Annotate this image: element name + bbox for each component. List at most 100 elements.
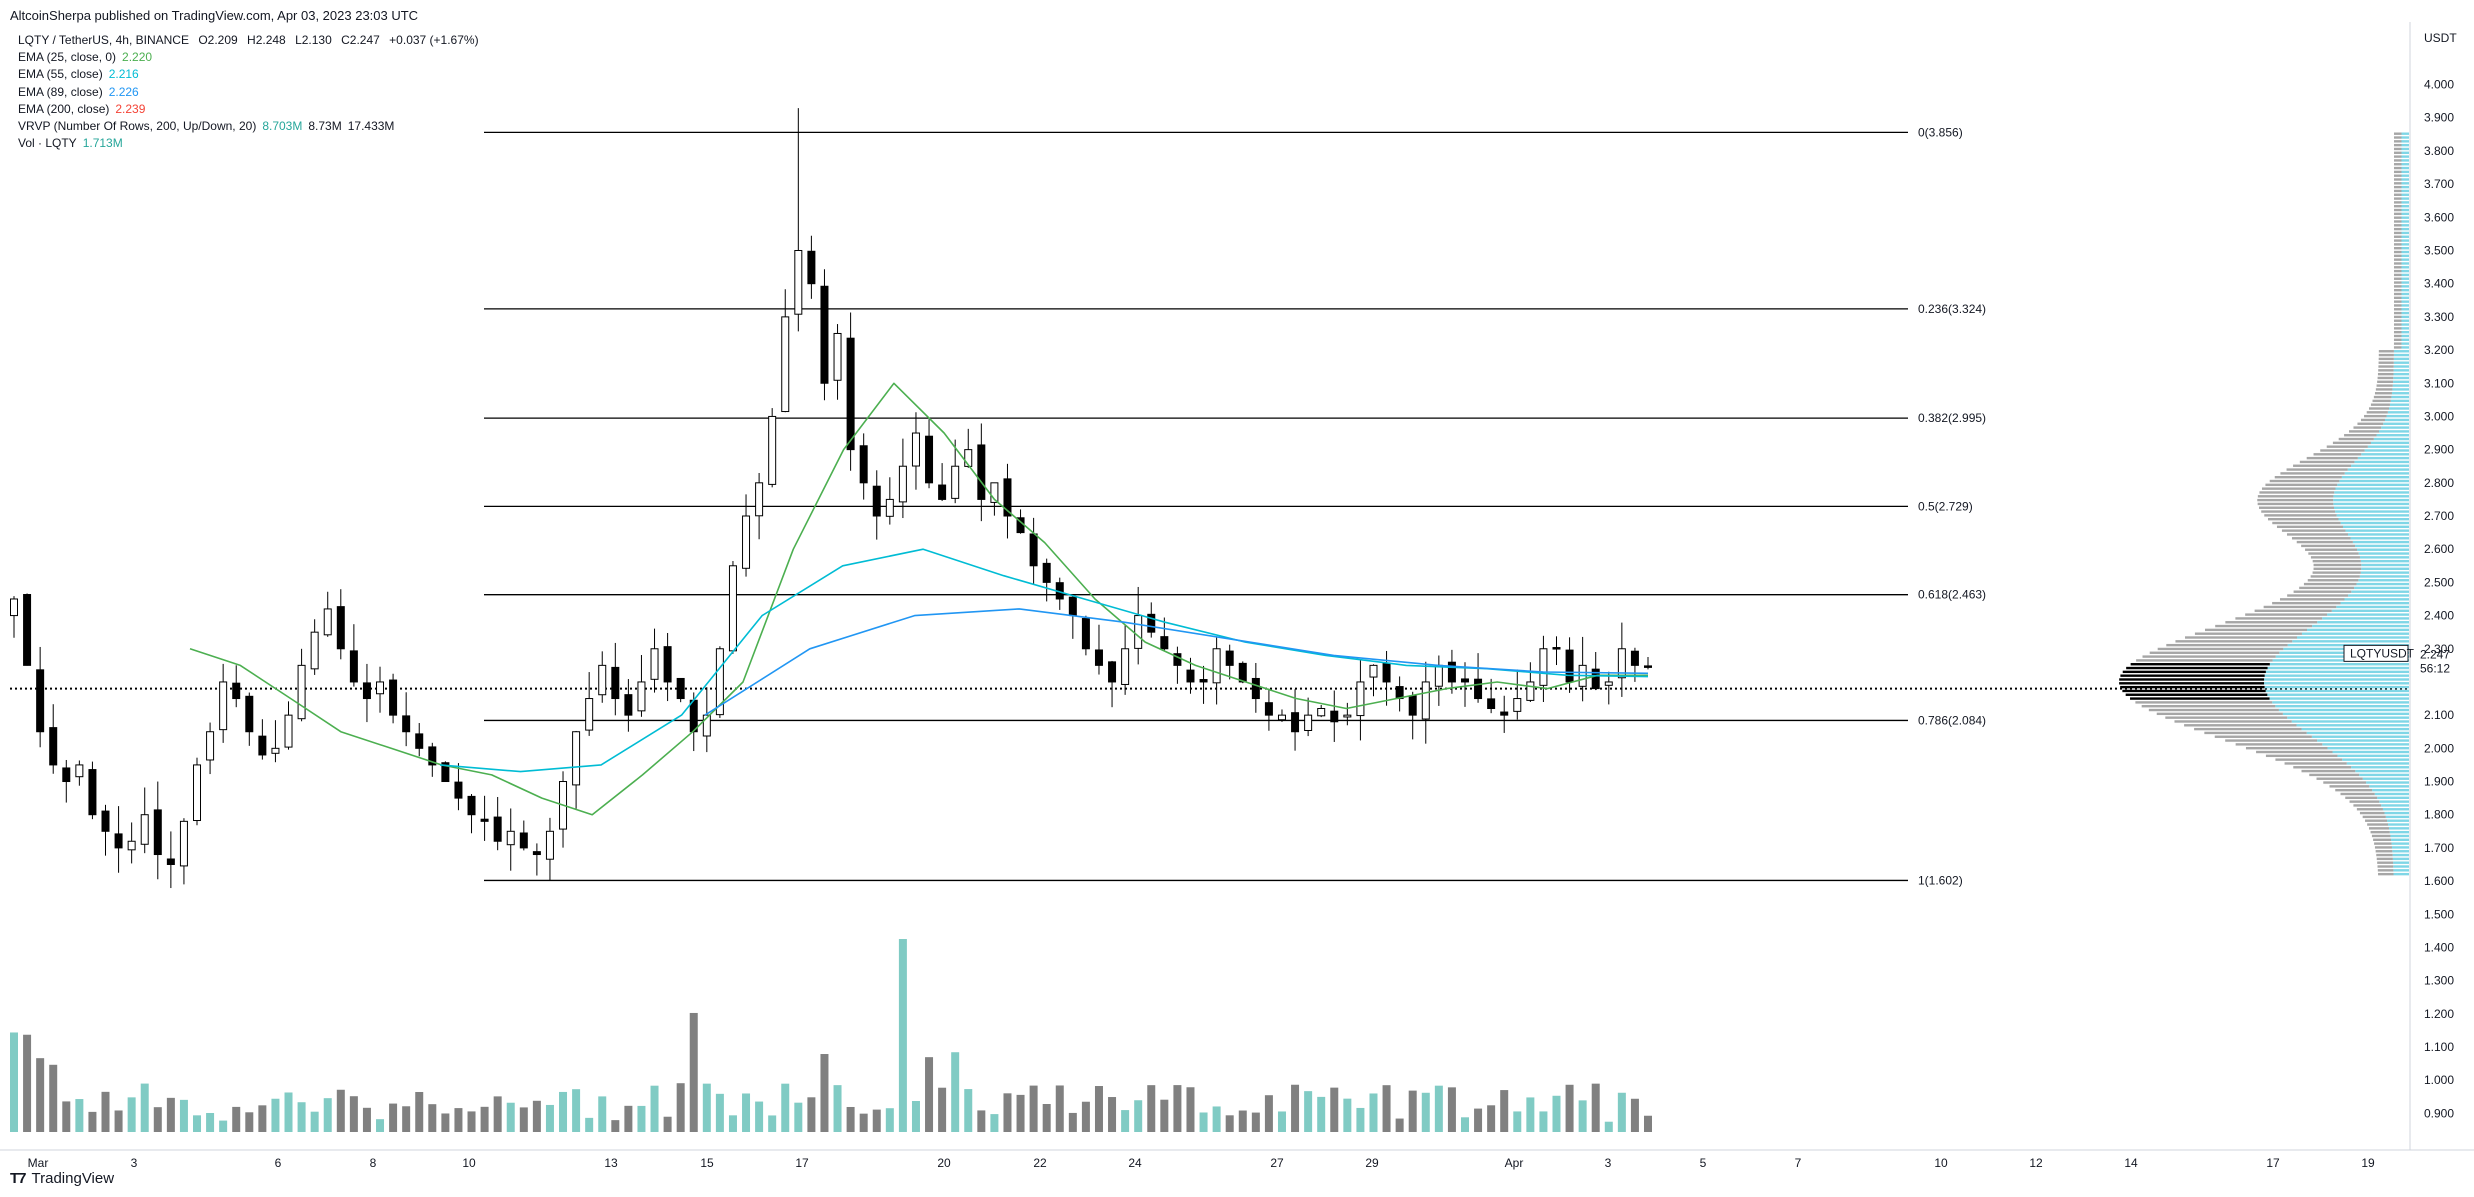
indicator-row[interactable]: EMA (25, close, 0) 2.220: [18, 49, 479, 66]
candle-body[interactable]: [585, 698, 594, 731]
candle-body[interactable]: [454, 781, 463, 799]
candle-body[interactable]: [1630, 650, 1639, 666]
candle-body[interactable]: [911, 432, 920, 467]
candle-body[interactable]: [258, 735, 267, 756]
candle-body[interactable]: [938, 484, 947, 500]
candle-body[interactable]: [101, 810, 110, 832]
candle-body[interactable]: [271, 747, 280, 754]
indicator-row[interactable]: EMA (55, close) 2.216: [18, 66, 479, 83]
candle-body[interactable]: [349, 650, 358, 683]
candle-body[interactable]: [1617, 648, 1626, 679]
candle-body[interactable]: [1081, 618, 1090, 650]
ema-line[interactable]: [189, 382, 1648, 816]
candle-body[interactable]: [1108, 661, 1117, 683]
candle-body[interactable]: [624, 694, 633, 716]
candle-body[interactable]: [1094, 649, 1103, 666]
candle-body[interactable]: [1330, 710, 1339, 723]
candle-body[interactable]: [1447, 661, 1456, 683]
candle-body[interactable]: [1434, 664, 1443, 687]
candle-body[interactable]: [467, 795, 476, 816]
candle-body[interactable]: [1121, 648, 1130, 685]
candle-body[interactable]: [1134, 615, 1143, 649]
candle-body[interactable]: [1173, 653, 1182, 666]
candle-body[interactable]: [545, 830, 554, 860]
candle-body[interactable]: [127, 840, 136, 851]
candle-body[interactable]: [820, 285, 829, 384]
candle-body[interactable]: [166, 858, 175, 865]
candle-body[interactable]: [1644, 665, 1652, 668]
candle-body[interactable]: [402, 715, 411, 733]
candle-body[interactable]: [742, 515, 751, 569]
candle-body[interactable]: [807, 250, 816, 285]
candle-body[interactable]: [519, 832, 528, 849]
candle-body[interactable]: [676, 677, 685, 700]
candle-body[interactable]: [49, 727, 58, 766]
candle-body[interactable]: [206, 731, 215, 761]
candle-body[interactable]: [362, 682, 371, 700]
candle-body[interactable]: [1382, 662, 1391, 683]
candle-body[interactable]: [75, 764, 84, 778]
candle-body[interactable]: [23, 594, 32, 666]
candle-body[interactable]: [376, 681, 385, 695]
candle-body[interactable]: [663, 646, 672, 683]
candle-body[interactable]: [1304, 714, 1313, 731]
candle-body[interactable]: [781, 316, 790, 413]
candle-body[interactable]: [1500, 711, 1509, 716]
candle-body[interactable]: [1291, 712, 1300, 733]
candle-body[interactable]: [964, 449, 973, 467]
candle-body[interactable]: [1264, 702, 1273, 716]
candle-body[interactable]: [1147, 613, 1156, 633]
candle-body[interactable]: [336, 606, 345, 650]
candle-body[interactable]: [1317, 708, 1326, 717]
candle-body[interactable]: [715, 648, 724, 716]
indicator-row[interactable]: EMA (200, close) 2.239: [18, 101, 479, 118]
candle-body[interactable]: [36, 669, 45, 733]
candle-body[interactable]: [415, 733, 424, 749]
candle-body[interactable]: [650, 648, 659, 680]
candle-body[interactable]: [951, 465, 960, 499]
candle-body[interactable]: [1460, 678, 1469, 683]
candle-body[interactable]: [990, 482, 999, 503]
candle-body[interactable]: [389, 679, 398, 716]
candle-body[interactable]: [833, 332, 842, 381]
candle-body[interactable]: [284, 714, 293, 748]
candle-body[interactable]: [794, 249, 803, 315]
candle-body[interactable]: [1526, 681, 1535, 701]
candle-body[interactable]: [702, 714, 711, 737]
candle-body[interactable]: [1539, 648, 1548, 686]
candle-body[interactable]: [1003, 478, 1012, 517]
candle-body[interactable]: [1199, 679, 1208, 683]
candle-body[interactable]: [62, 767, 71, 783]
candle-body[interactable]: [898, 465, 907, 503]
candle-body[interactable]: [1513, 698, 1522, 712]
candle-body[interactable]: [1160, 636, 1169, 650]
candle-body[interactable]: [140, 814, 149, 845]
candle-body[interactable]: [1068, 596, 1077, 617]
candle-body[interactable]: [297, 664, 306, 720]
candle-body[interactable]: [637, 681, 646, 712]
candle-body[interactable]: [598, 664, 607, 696]
candle-body[interactable]: [572, 731, 581, 786]
candle-body[interactable]: [428, 746, 437, 766]
candle-body[interactable]: [1552, 647, 1561, 650]
candle-body[interactable]: [925, 435, 934, 484]
candle-body[interactable]: [885, 498, 894, 517]
candle-body[interactable]: [1565, 649, 1574, 683]
candle-body[interactable]: [611, 666, 620, 700]
candle-body[interactable]: [1029, 533, 1038, 567]
candle-body[interactable]: [153, 809, 162, 856]
candle-body[interactable]: [493, 816, 502, 842]
candle-body[interactable]: [193, 764, 202, 822]
candle-body[interactable]: [179, 820, 188, 867]
candle-body[interactable]: [1487, 698, 1496, 710]
candle-body[interactable]: [872, 485, 881, 517]
candle-body[interactable]: [1212, 648, 1221, 684]
candle-body[interactable]: [1042, 562, 1051, 583]
candle-body[interactable]: [728, 565, 737, 652]
ema-line[interactable]: [439, 548, 1649, 773]
candle-body[interactable]: [846, 337, 855, 451]
candle-body[interactable]: [1343, 714, 1352, 718]
candle-body[interactable]: [506, 830, 515, 846]
candle-body[interactable]: [232, 682, 241, 700]
